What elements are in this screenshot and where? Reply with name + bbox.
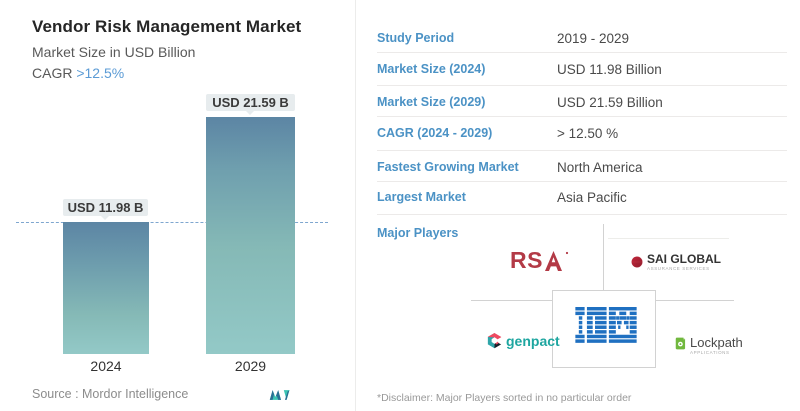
svg-text:RS: RS xyxy=(510,250,543,273)
